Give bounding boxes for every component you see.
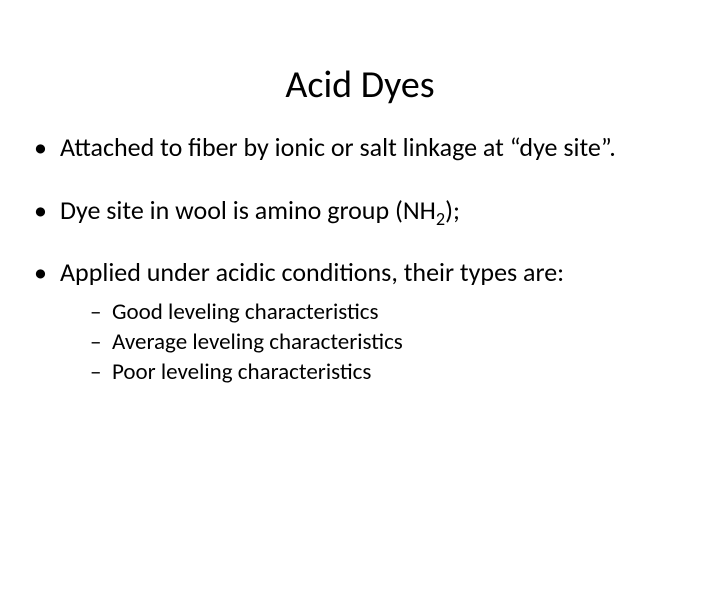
bullet-text-pre: Dye site in wool is amino group (NH [60,194,436,226]
bullet-text-post: ); [445,194,460,226]
bullet-item: Dye site in wool is amino group (NH2); [34,195,696,226]
bullet-list: Attached to fiber by ionic or salt linka… [0,132,720,388]
slide-title: Acid Dyes [0,62,720,108]
sub-bullet-item: Good leveling characteristics [90,298,696,328]
sub-bullet-item: Poor leveling characteristics [90,358,696,388]
sub-bullet-item: Average leveling characteristics [90,328,696,358]
slide: Acid Dyes Attached to fiber by ionic or … [0,62,720,602]
bullet-text: Applied under acidic conditions, their t… [60,256,564,288]
bullet-item: Attached to fiber by ionic or salt linka… [34,132,696,163]
bullet-item: Applied under acidic conditions, their t… [34,257,696,387]
subscript: 2 [436,208,445,230]
sub-bullet-list: Good leveling characteristics Average le… [60,298,696,388]
